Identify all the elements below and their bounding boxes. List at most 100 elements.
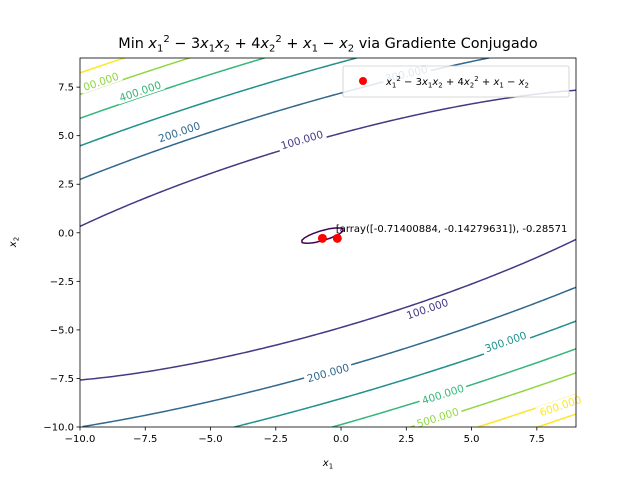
x-tick-label: 5.0 — [464, 434, 480, 445]
x-tick-label: −7.5 — [133, 434, 157, 445]
math-part: x — [463, 77, 470, 88]
contour-labels: 100.000200.000300.000400.00000.000100.00… — [78, 61, 586, 431]
minimum-points — [317, 233, 342, 243]
y-axis-ticks: −10.0 −7.5 −5.0 −2.5 0.0 2.5 5.0 7.5 — [43, 83, 80, 434]
math-part: 1 — [499, 82, 503, 90]
y-tick-label: 0.0 — [58, 228, 74, 239]
math-part: + — [282, 36, 303, 52]
contour-label: 600.000 — [535, 392, 586, 420]
contour-label: 400.000 — [417, 380, 468, 408]
y-tick-label: −7.5 — [50, 374, 74, 385]
legend-marker — [359, 77, 367, 85]
math-part: 1 — [329, 463, 333, 471]
math-part: x — [259, 36, 269, 52]
y-tick-label: −10.0 — [43, 423, 74, 434]
x-tick-label: −2.5 — [264, 434, 288, 445]
minimum-point — [332, 233, 342, 243]
contour-label-text: 300.000 — [483, 330, 528, 356]
math-part: x — [302, 36, 312, 52]
math-part: x — [385, 77, 392, 88]
x-tick-label: 7.5 — [529, 434, 545, 445]
chart-title: Min x12 − 3x1x2 + 4x22 + x1 − x2 via Gra… — [118, 34, 538, 54]
contour-label: 100.000 — [402, 294, 453, 323]
math-part: 1 — [428, 82, 432, 90]
math-part: 1 — [392, 82, 396, 90]
contour-label: 00.000 — [78, 68, 123, 94]
math-part: − 3 — [170, 36, 200, 52]
math-part: 2 — [525, 82, 529, 90]
math-part: x — [421, 77, 428, 88]
math-part: x — [147, 36, 157, 52]
plot-frame — [79, 57, 577, 428]
y-tick-label: 5.0 — [58, 131, 74, 142]
legend-label: x12 − 3x1x2 + 4x22 + x1 − x2 — [385, 75, 529, 90]
math-part: 2 — [470, 82, 474, 90]
y-tick-label: −5.0 — [50, 325, 74, 336]
math-part: − 3 — [401, 77, 422, 88]
math-part: x — [492, 77, 499, 88]
contour-label-gap — [115, 77, 166, 105]
math-part: + 4 — [443, 77, 464, 88]
legend: x12 − 3x1x2 + 4x22 + x1 − x2 — [342, 65, 570, 98]
y-tick-label: 2.5 — [58, 180, 74, 191]
contour-label-gap — [302, 360, 354, 386]
legend-box — [342, 65, 570, 98]
x-tick-label: −10.0 — [65, 434, 96, 445]
math-part: via Gradiente Conjugado — [354, 36, 538, 52]
y-tick-label: 7.5 — [58, 83, 74, 94]
math-part: 2 — [438, 82, 442, 90]
math-part: 1 — [312, 44, 318, 55]
contour-label: 100.000 — [276, 126, 327, 153]
contour-label-gap — [480, 327, 531, 356]
math-part: x — [431, 77, 438, 88]
math-part: 2 — [348, 44, 354, 55]
contour-label-gap — [78, 68, 123, 94]
math-part: x — [8, 241, 19, 248]
math-part: Min — [118, 36, 148, 52]
x-axis-label: x1 — [322, 458, 333, 471]
contour-label-gap — [417, 380, 468, 408]
math-part: 2 — [163, 34, 169, 45]
math-part: x — [199, 36, 209, 52]
contour-label-gap — [535, 392, 586, 420]
contour-label-gap — [402, 294, 453, 323]
math-part: x — [322, 458, 329, 469]
contour-label-gap — [412, 404, 463, 431]
contour-label: 200.000 — [302, 360, 354, 386]
y-axis-label: x2 — [8, 237, 21, 248]
math-part: 2 — [224, 44, 230, 55]
x-axis-ticks: −10.0 −7.5 −5.0 −2.5 0.0 2.5 5.0 7.5 — [65, 427, 545, 445]
math-part: x — [518, 77, 525, 88]
math-part: − — [504, 77, 519, 88]
point-annotation: [array([-0.71400884, -0.14279631]), -0.2… — [336, 224, 567, 235]
math-part: + — [479, 77, 494, 88]
contour-line-100 — [80, 89, 576, 381]
minimum-point — [317, 233, 327, 243]
x-tick-label: −5.0 — [198, 434, 222, 445]
math-part: 2 — [396, 75, 400, 83]
math-part: 2 — [13, 237, 21, 241]
math-part: 1 — [209, 44, 215, 55]
math-part: 2 — [275, 34, 281, 45]
contour-label-text: 100.000 — [280, 129, 325, 153]
contour-label-text: 200.000 — [306, 362, 351, 385]
y-tick-label: −2.5 — [50, 277, 74, 288]
math-part: x — [338, 36, 348, 52]
math-part: − — [318, 36, 339, 52]
contour-label: 400.000 — [115, 77, 166, 105]
contour-label-text: 200.000 — [157, 120, 202, 145]
contour-label-text: 400.000 — [118, 79, 163, 104]
contour-label-gap — [276, 126, 327, 153]
math-part: x — [214, 36, 224, 52]
contour-label-text: 00.000 — [82, 71, 121, 94]
contour-label: 300.000 — [480, 327, 531, 356]
math-part: 1 — [157, 44, 163, 55]
math-part: 2 — [269, 44, 275, 55]
x-tick-label: 0.0 — [333, 434, 349, 445]
math-part: 2 — [474, 75, 478, 83]
contour-label-text: 400.000 — [421, 383, 466, 408]
x-tick-label: 2.5 — [398, 434, 414, 445]
math-part: + 4 — [230, 36, 260, 52]
contour-label-gap — [154, 118, 205, 146]
